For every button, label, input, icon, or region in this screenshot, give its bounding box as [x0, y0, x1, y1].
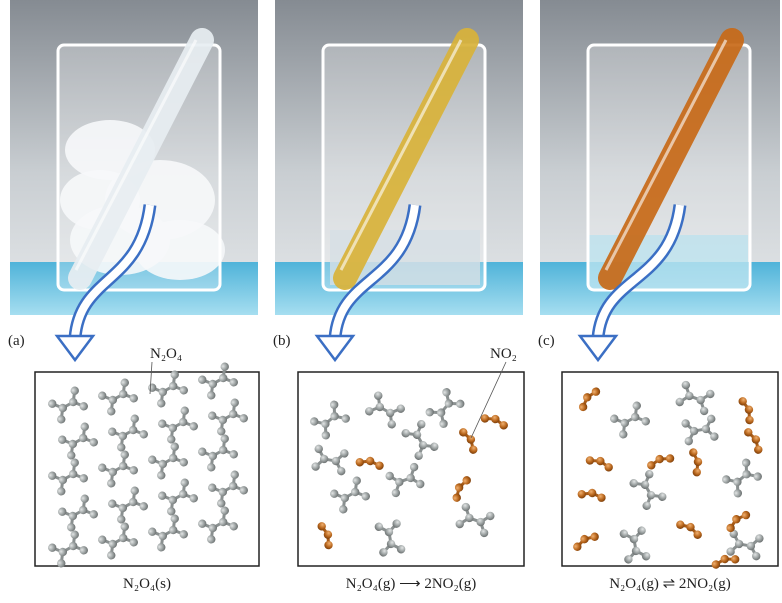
photo — [540, 0, 780, 315]
atom — [219, 361, 230, 372]
arrow-head — [57, 336, 93, 360]
arrow-head — [317, 336, 353, 360]
photo — [275, 0, 523, 315]
molecule-boxes — [35, 372, 778, 566]
molecule-label: N₂O₄ — [150, 346, 182, 362]
arrow-head — [580, 336, 616, 360]
box-a — [35, 372, 259, 566]
caption: N₂O₄(g) ⇌ 2NO₂(g) — [609, 576, 731, 592]
caption: N₂O₄(g) ⟶ 2NO₂(g) — [346, 576, 477, 592]
panel-label: (b) — [273, 333, 291, 349]
panel-label: (a) — [8, 333, 25, 349]
panel-label: (c) — [538, 333, 555, 349]
caption: N₂O₄(s) — [123, 576, 171, 592]
page: {"panels": [ {"label": "(a)", "molecule_… — [0, 0, 782, 598]
molecule-label: NO₂ — [490, 346, 517, 362]
figure: (a) (b) (c) N₂O₄ NO₂ N₂O₄(s) N₂O₄(g) ⟶ 2… — [0, 0, 782, 598]
photo — [10, 0, 258, 315]
